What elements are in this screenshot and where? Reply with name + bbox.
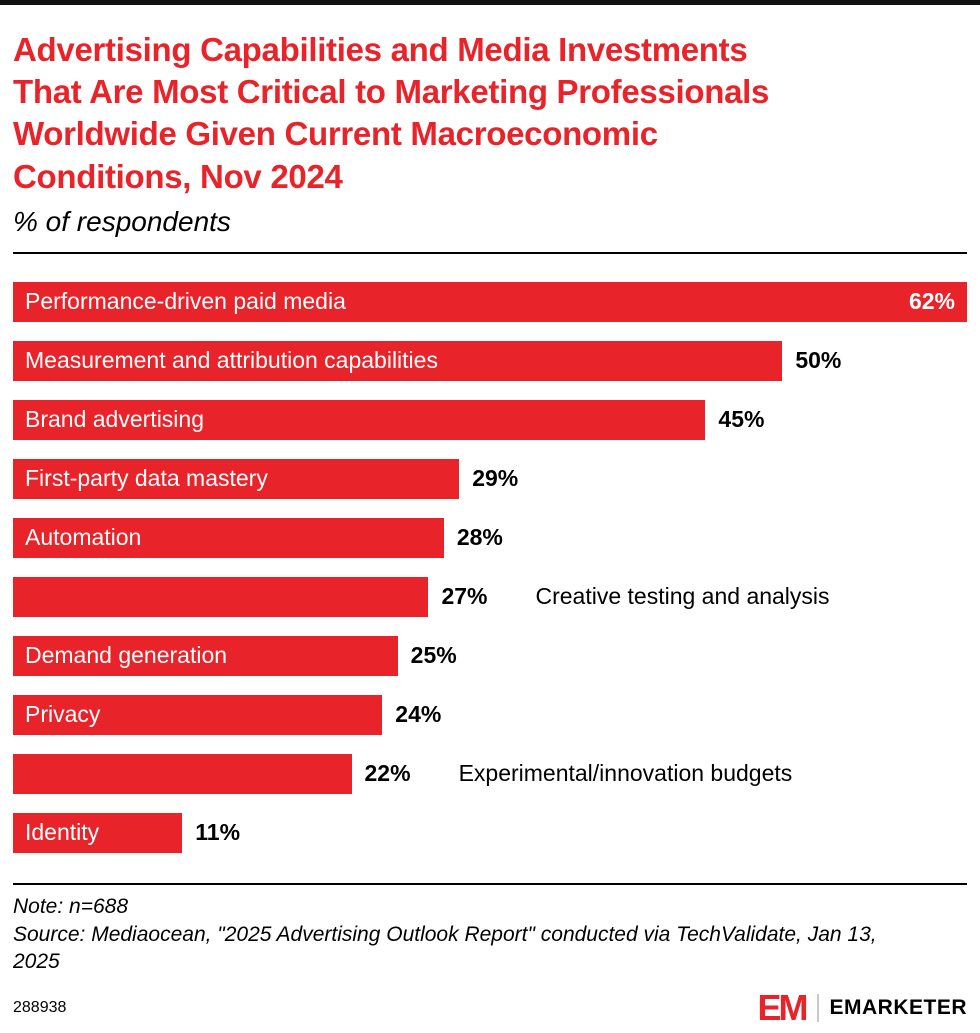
notes-divider (13, 882, 967, 885)
bar-value: 25% (410, 642, 457, 669)
bar-value: 27% (441, 583, 488, 610)
bar-value: 45% (718, 406, 765, 433)
source-text-line: 2025 (13, 950, 60, 974)
bar-row: Automation 28% (13, 517, 967, 558)
chart-subtitle: % of respondents (13, 205, 231, 237)
bar: Performance-driven paid media 62% (13, 281, 967, 322)
bar-row: Performance-driven paid media 62% (13, 281, 967, 322)
bar-row: Measurement and attribution capabilities… (13, 340, 967, 381)
bar: Automation (13, 517, 444, 558)
bar-row: 22% Experimental/innovation budgets (13, 753, 967, 794)
bar-label: Identity (25, 819, 100, 846)
bar-value: 11% (195, 819, 241, 846)
bar-value: 24% (395, 701, 442, 728)
bar: Measurement and attribution capabilities (13, 340, 783, 381)
note-text: Note: n=688 (13, 894, 129, 918)
bar-row: Identity 11% (13, 812, 967, 853)
chart-title-line: Worldwide Given Current Macroeconomic (13, 115, 658, 153)
bar-row: Demand generation 25% (13, 635, 967, 676)
chart-title-line: Advertising Capabilities and Media Inves… (13, 31, 748, 68)
bar-label-outside: Experimental/innovation budgets (458, 760, 793, 787)
bar: Demand generation (13, 635, 398, 676)
bar (13, 753, 352, 794)
chart-title-line: Conditions, Nov 2024 (13, 157, 343, 195)
chart-title-line: That Are Most Critical to Marketing Prof… (13, 73, 770, 111)
bar-label: Privacy (25, 701, 101, 728)
bar: First-party data mastery (13, 458, 460, 499)
bar-row: Brand advertising 45% (13, 399, 967, 440)
bar-row: Privacy 24% (13, 694, 967, 735)
bar-label: Automation (25, 524, 142, 551)
footer: 288938 EM EMARKETER (13, 990, 967, 1026)
bar-value: 22% (364, 760, 411, 787)
bar-value: 28% (456, 524, 503, 551)
bar (13, 576, 429, 617)
bar-value: 29% (472, 465, 519, 492)
chart-page: Advertising Capabilities and Media Inves… (0, 29, 980, 1026)
bar: Privacy (13, 694, 383, 735)
bar-label-outside: Creative testing and analysis (535, 583, 830, 610)
header-divider (13, 251, 967, 254)
notes-block: Note: n=688 Source: Mediaocean, "2025 Ad… (13, 893, 967, 976)
emarketer-logo: EM EMARKETER (757, 990, 967, 1026)
emarketer-logo-text: EMARKETER (829, 996, 967, 1020)
top-border (0, 0, 980, 5)
emarketer-logo-mark-icon: EM (757, 987, 808, 1029)
logo-divider (817, 994, 820, 1023)
source-text-line: Source: Mediaocean, "2025 Advertising Ou… (13, 922, 877, 946)
bar-value: 62% (908, 288, 955, 315)
bar-label: Performance-driven paid media (25, 288, 346, 315)
bar: Identity (13, 812, 183, 853)
bar-value: 50% (795, 347, 842, 374)
bar-label: Brand advertising (25, 406, 204, 433)
bar-label: Measurement and attribution capabilities (25, 347, 438, 374)
bar-row: 27% Creative testing and analysis (13, 576, 967, 617)
bar: Brand advertising (13, 399, 706, 440)
chart-title: Advertising Capabilities and Media Inves… (13, 29, 967, 198)
bar-label: Demand generation (25, 642, 228, 669)
bar-row: First-party data mastery 29% (13, 458, 967, 499)
bar-chart: Performance-driven paid media 62% Measurem… (13, 281, 967, 853)
chart-id: 288938 (13, 999, 67, 1017)
bar-label: First-party data mastery (25, 465, 268, 492)
